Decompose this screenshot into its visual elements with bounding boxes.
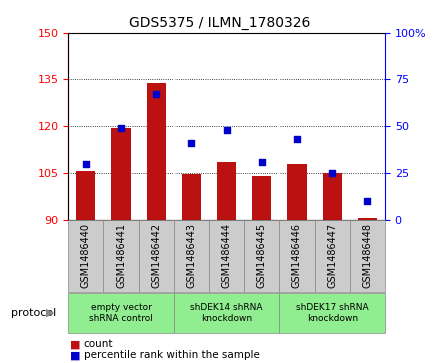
FancyBboxPatch shape [279,220,315,292]
Point [364,198,371,204]
Text: GSM1486440: GSM1486440 [81,223,91,288]
FancyBboxPatch shape [139,220,174,292]
FancyBboxPatch shape [209,220,244,292]
Point [258,159,265,164]
Text: count: count [84,339,113,350]
Text: GSM1486441: GSM1486441 [116,223,126,288]
Point [329,170,336,176]
Text: ■: ■ [70,339,81,350]
Text: protocol: protocol [11,308,56,318]
Point [293,136,301,142]
FancyBboxPatch shape [174,293,279,333]
FancyBboxPatch shape [244,220,279,292]
Text: GSM1486447: GSM1486447 [327,223,337,288]
FancyBboxPatch shape [68,220,103,292]
Bar [147,82,166,220]
Text: percentile rank within the sample: percentile rank within the sample [84,350,260,360]
Bar [217,162,236,220]
Bar [76,171,95,220]
FancyBboxPatch shape [315,220,350,292]
Text: GSM1486443: GSM1486443 [187,223,196,288]
Point [223,127,230,133]
FancyBboxPatch shape [103,220,139,292]
Text: shDEK17 shRNA
knockdown: shDEK17 shRNA knockdown [296,303,369,323]
Bar [111,128,131,220]
Point [153,91,160,97]
Bar [182,175,201,220]
Point [82,160,89,166]
Text: GSM1486444: GSM1486444 [222,223,231,288]
Text: ▶: ▶ [46,308,55,318]
FancyBboxPatch shape [350,220,385,292]
Bar [252,176,271,220]
Text: GSM1486446: GSM1486446 [292,223,302,288]
FancyBboxPatch shape [68,293,174,333]
FancyBboxPatch shape [279,293,385,333]
Text: ■: ■ [70,350,81,360]
Point [117,125,125,131]
Text: empty vector
shRNA control: empty vector shRNA control [89,303,153,323]
Text: shDEK14 shRNA
knockdown: shDEK14 shRNA knockdown [191,303,263,323]
Text: GSM1486445: GSM1486445 [257,223,267,288]
FancyBboxPatch shape [174,220,209,292]
Bar [323,173,342,220]
Text: GSM1486448: GSM1486448 [363,223,372,288]
Text: GSM1486442: GSM1486442 [151,223,161,288]
Bar [287,163,307,220]
Bar [358,218,377,220]
Text: GDS5375 / ILMN_1780326: GDS5375 / ILMN_1780326 [129,16,311,30]
Point [188,140,195,146]
